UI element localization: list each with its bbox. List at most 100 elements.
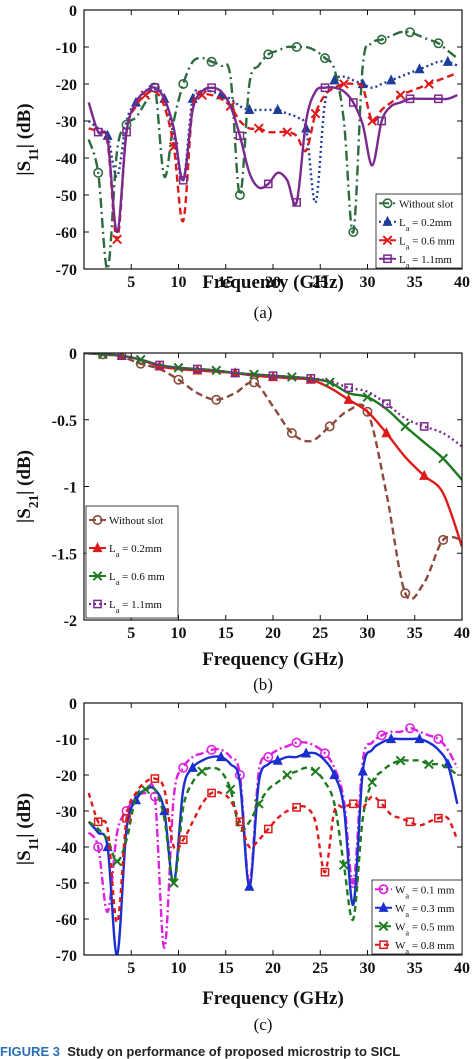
- legend-marker: [379, 940, 388, 950]
- panel-label: (b): [253, 675, 273, 694]
- legend-marker: [378, 921, 389, 932]
- data-point: [319, 748, 330, 759]
- data-point: [377, 799, 387, 809]
- data-point: [268, 371, 278, 381]
- series-line-4: [84, 353, 462, 448]
- data-point: [216, 751, 227, 762]
- data-point: [343, 393, 354, 404]
- data-point: [324, 421, 335, 432]
- legend: Without slot La = 0.2mm La = 0.6 mm La = 1.…: [375, 193, 463, 269]
- plot-area: [87, 27, 459, 269]
- data-point: [405, 94, 415, 104]
- y-axis-label: |S11| (dB): [14, 103, 41, 175]
- data-point: [405, 817, 415, 827]
- data-point: [357, 765, 368, 776]
- data-point: [178, 835, 188, 845]
- data-point: [207, 83, 216, 93]
- data-point: [433, 38, 444, 49]
- data-point: [263, 751, 274, 762]
- legend-label: Wa = 0.5 mm: [395, 921, 455, 937]
- x-tick-label: 10: [171, 960, 187, 977]
- y-axis-label: |S21| (dB): [14, 450, 41, 523]
- legend-box: [85, 505, 179, 619]
- legend-marker: [383, 254, 392, 264]
- legend-marker: [382, 215, 393, 226]
- data-point: [395, 90, 406, 101]
- legend-marker: [92, 514, 103, 525]
- data-point: [438, 453, 449, 464]
- series-line-1: [87, 726, 459, 950]
- panel-label: (c): [254, 1015, 273, 1034]
- data-point: [112, 234, 122, 245]
- legend-label: Wa = 0.1 mm: [395, 884, 455, 900]
- x-tick-label: 5: [127, 274, 135, 291]
- data-point: [286, 372, 297, 382]
- chart-3: 5 10 15 20 25 30 35 40 0 -10 -20 -30 -40 -50 -60 -70 Fre…: [14, 696, 470, 1034]
- data-point: [187, 761, 198, 772]
- data-point: [367, 116, 378, 126]
- x-axis-label: Frequency (GHz): [202, 272, 344, 293]
- data-point: [112, 856, 122, 867]
- x-tick-label: 20: [265, 625, 281, 642]
- data-point: [433, 733, 444, 744]
- data-point: [235, 131, 245, 141]
- x-tick-label: 30: [360, 274, 376, 291]
- x-tick-label: 25: [312, 625, 328, 642]
- data-point: [253, 798, 264, 809]
- data-point: [310, 766, 321, 777]
- data-point: [97, 353, 108, 360]
- data-point: [310, 108, 321, 119]
- data-point: [272, 754, 283, 765]
- x-axis-label: Frequency (GHz): [202, 988, 344, 1009]
- legend-label: La = 0.2mm: [109, 543, 162, 559]
- data-point: [93, 127, 103, 137]
- data-point: [178, 762, 189, 773]
- data-point: [329, 74, 340, 85]
- x-axis-label: Frequency (GHz): [202, 649, 344, 670]
- data-point: [286, 428, 297, 439]
- data-point: [193, 364, 202, 374]
- y-tick-label: -1.5: [52, 546, 77, 563]
- data-point: [292, 198, 301, 207]
- data-point: [263, 49, 274, 60]
- data-point: [117, 353, 127, 361]
- y-tick-label: -30: [56, 114, 77, 131]
- y-tick-label: 0: [69, 696, 77, 713]
- data-point: [93, 817, 103, 827]
- data-point: [282, 770, 293, 780]
- data-point: [253, 123, 264, 134]
- data-point: [348, 227, 359, 238]
- x-tick-label: 15: [218, 274, 234, 291]
- data-point: [348, 799, 358, 809]
- x-tick-label: 40: [454, 960, 470, 977]
- x-tick-label: 5: [127, 625, 135, 642]
- x-tick-label: 10: [171, 274, 187, 291]
- y-tick-label: -40: [56, 840, 77, 857]
- data-point: [338, 860, 349, 870]
- data-point: [291, 737, 302, 748]
- x-tick-label: 20: [265, 274, 281, 291]
- legend: Without slot La = 0.2mm La = 0.6 mm La = 1.…: [85, 505, 179, 619]
- x-tick-label: 35: [407, 625, 423, 642]
- legend-label: Wa = 0.3 mm: [395, 903, 455, 919]
- data-point: [386, 74, 397, 85]
- data-point: [320, 83, 330, 93]
- y-tick-label: -70: [56, 948, 77, 965]
- data-point: [168, 878, 179, 888]
- data-point: [211, 365, 222, 376]
- y-tick-label: -70: [56, 262, 77, 279]
- data-point: [197, 766, 208, 777]
- data-point: [434, 813, 443, 823]
- data-point: [291, 41, 302, 52]
- x-tick-label: 30: [360, 625, 376, 642]
- data-point: [173, 374, 184, 385]
- x-tick-label: 40: [454, 274, 470, 291]
- chart-2: 5 10 15 20 25 30 35 40 0 -0.5 -1 -1.5 -2 Frequency (G…: [14, 346, 470, 694]
- y-tick-label: -30: [56, 804, 77, 821]
- caption-label: FIGURE 3: [0, 1044, 60, 1059]
- data-point: [434, 94, 443, 104]
- legend-marker: [93, 599, 102, 609]
- y-tick-label: -20: [56, 77, 77, 94]
- legend-label: Without slot: [399, 198, 453, 210]
